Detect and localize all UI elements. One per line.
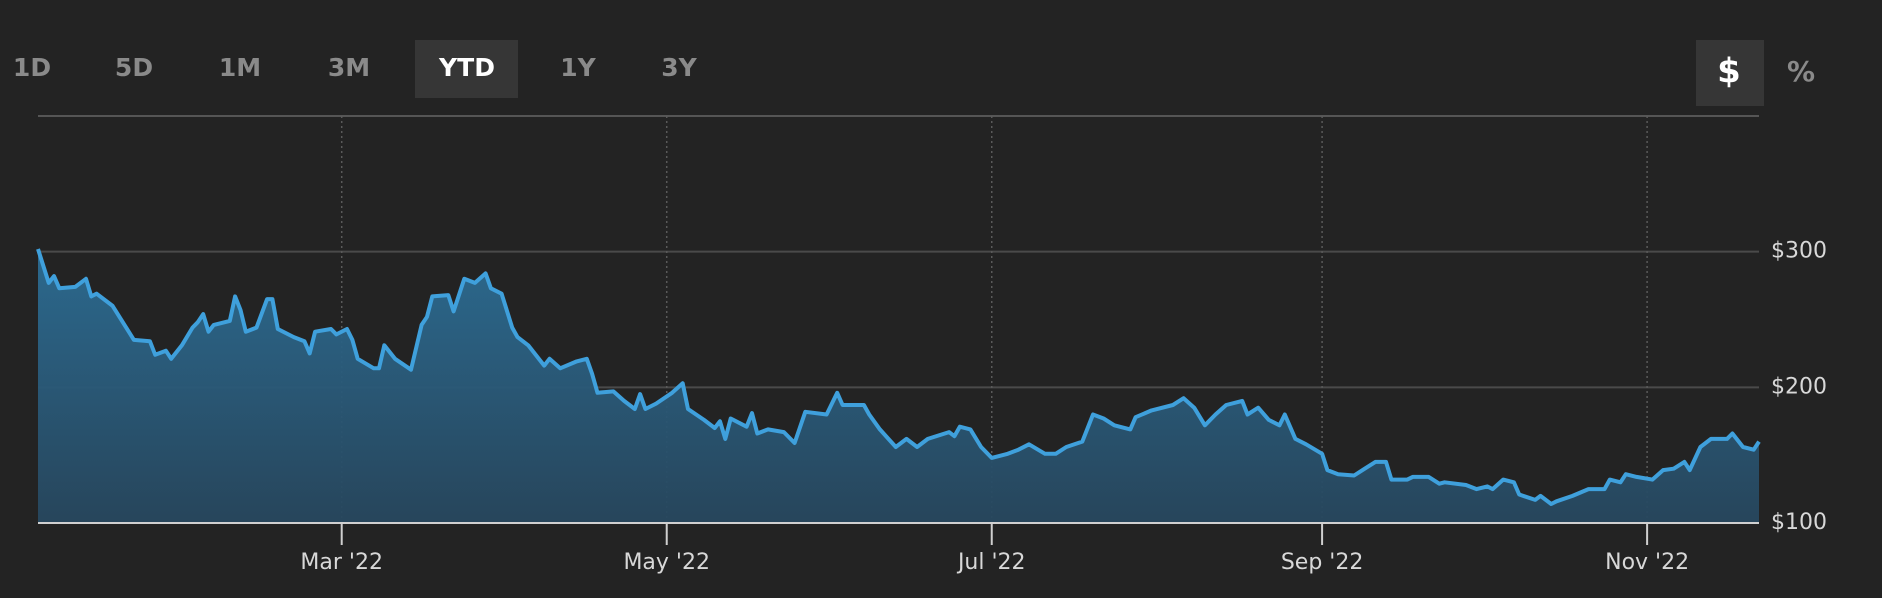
range-button[interactable]: 1M [219,53,261,82]
area-fill [38,249,1759,523]
range-button[interactable]: 3Y [661,53,697,82]
active-unit-bg [1696,40,1764,106]
x-tick-label: Sep '22 [1281,550,1364,575]
y-tick-label: $100 [1771,510,1827,535]
x-tick-label: Jul '22 [956,550,1026,575]
y-tick-label: $300 [1771,239,1827,264]
active-range-bg [415,40,518,98]
unit-button[interactable]: % [1787,55,1815,88]
range-button[interactable]: YTD [438,53,495,82]
price-line [36,248,1761,506]
x-tick-label: May '22 [623,550,710,575]
range-button[interactable]: 1Y [560,53,596,82]
unit-button[interactable]: $ [1717,52,1741,92]
range-button[interactable]: 1D [13,53,51,82]
y-tick-label: $200 [1771,374,1827,399]
range-button[interactable]: 5D [115,53,153,82]
range-button[interactable]: 3M [328,53,370,82]
x-tick-label: Mar '22 [300,550,383,575]
x-tick-label: Nov '22 [1605,550,1689,575]
